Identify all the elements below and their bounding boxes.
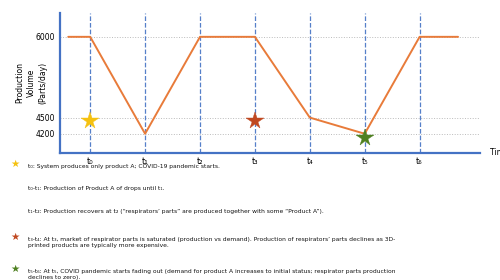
Text: t₃-t₄: At t₃, market of respirator parts is saturated (production vs demand). Pr: t₃-t₄: At t₃, market of respirator parts… — [28, 237, 395, 248]
Text: t₁-t₂: Production recovers at t₂ (“respirators’ parts” are produced together wit: t₁-t₂: Production recovers at t₂ (“respi… — [28, 209, 323, 214]
Y-axis label: Production
Volume
(Parts/day): Production Volume (Parts/day) — [15, 62, 48, 104]
Text: ★: ★ — [10, 264, 20, 274]
Text: ★: ★ — [10, 159, 20, 169]
Text: Time (t): Time (t) — [490, 148, 500, 157]
Text: t₀: System produces only product A; COVID-19 pandemic starts.: t₀: System produces only product A; COVI… — [28, 164, 220, 169]
Text: t₅-t₆: At t₅, COVID pandemic starts fading out (demand for product A increases t: t₅-t₆: At t₅, COVID pandemic starts fadi… — [28, 269, 395, 280]
Text: ★: ★ — [10, 232, 20, 242]
Text: t₀-t₁: Production of Product A of drops until t₁.: t₀-t₁: Production of Product A of drops … — [28, 186, 164, 191]
